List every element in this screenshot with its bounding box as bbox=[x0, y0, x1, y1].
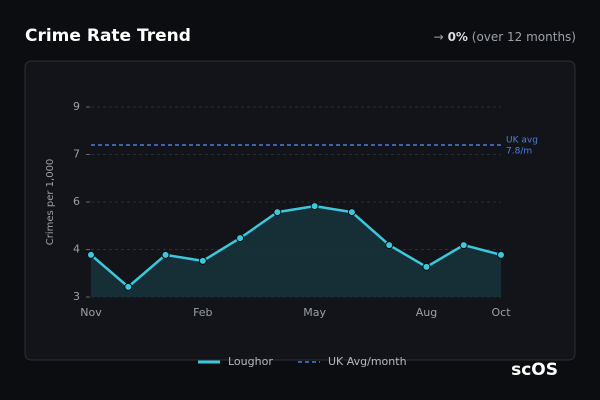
y-tick-label: 4 bbox=[73, 243, 80, 256]
watermark: scOS bbox=[511, 360, 558, 380]
point bbox=[385, 241, 394, 250]
trend-summary: → 0% (over 12 months) bbox=[434, 30, 576, 44]
point bbox=[273, 208, 282, 217]
point bbox=[310, 202, 319, 211]
area bbox=[91, 206, 501, 297]
x-tick-label: Aug bbox=[416, 306, 437, 319]
point bbox=[87, 250, 95, 259]
y-tick-label: 6 bbox=[73, 195, 80, 208]
trend-note: (over 12 months) bbox=[472, 30, 576, 44]
x-tick-label: Oct bbox=[491, 306, 511, 319]
point bbox=[198, 256, 207, 265]
y-axis-label: Crimes per 1,000 bbox=[45, 159, 56, 246]
point bbox=[161, 250, 170, 259]
point bbox=[124, 282, 133, 291]
x-tick-label: Nov bbox=[80, 306, 102, 319]
legend-label: UK Avg/month bbox=[328, 355, 407, 368]
line bbox=[90, 204, 502, 289]
point bbox=[422, 262, 431, 271]
x-tick-label: Feb bbox=[193, 306, 212, 319]
point bbox=[459, 241, 468, 250]
trend-arrow: → bbox=[434, 30, 444, 44]
x-tick-label: May bbox=[303, 306, 326, 319]
point bbox=[347, 208, 356, 217]
trend-value: 0% bbox=[448, 30, 468, 44]
y-tick-label: 9 bbox=[73, 100, 80, 113]
y-tick-label: 7 bbox=[73, 148, 80, 161]
chart-title: Crime Rate Trend bbox=[25, 26, 191, 46]
legend-label: Loughor bbox=[228, 355, 273, 368]
point bbox=[236, 234, 245, 243]
point bbox=[497, 250, 505, 259]
y-tick-label: 3 bbox=[73, 290, 80, 303]
reference-label: 7.8/m bbox=[506, 147, 532, 157]
reference-label: UK avg bbox=[506, 136, 538, 146]
